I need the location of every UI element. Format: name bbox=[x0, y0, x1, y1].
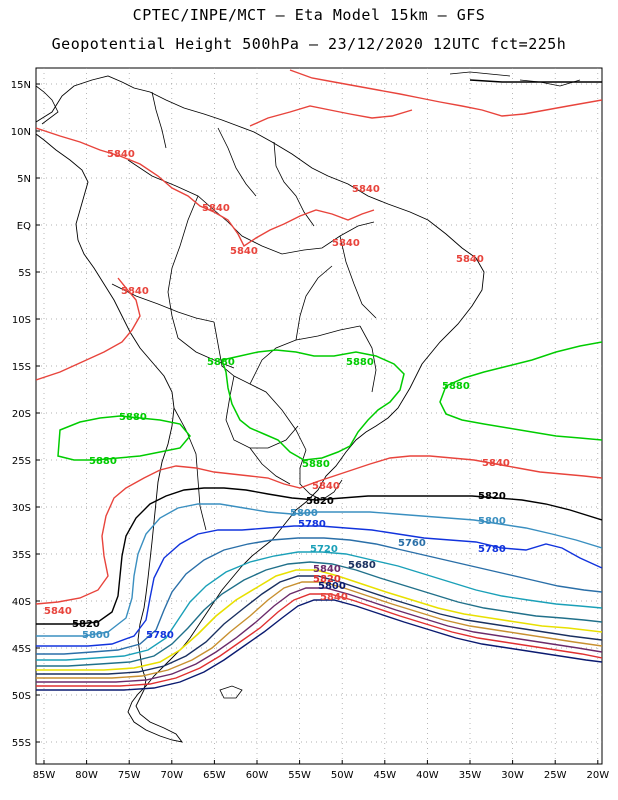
contour-label: 5800 bbox=[290, 508, 318, 519]
contour-label: 5840 bbox=[482, 458, 510, 469]
lat-tick-label: 20S bbox=[12, 409, 31, 420]
lat-tick-label: 5N bbox=[17, 174, 31, 185]
contour-label: 5820 bbox=[72, 619, 100, 630]
lat-tick-label: 25S bbox=[12, 456, 31, 467]
lon-tick-label: 45W bbox=[373, 770, 396, 781]
contour-label: 5840 bbox=[107, 149, 135, 160]
contour-label: 5880 bbox=[119, 412, 147, 423]
contour-label: 5840 bbox=[456, 254, 484, 265]
lon-tick-label: 40W bbox=[416, 770, 439, 781]
lat-tick-label: 45S bbox=[12, 644, 31, 655]
contour-label: 5680 bbox=[348, 560, 376, 571]
lon-tick-label: 35W bbox=[459, 770, 482, 781]
contour-label: 5840 bbox=[121, 286, 149, 297]
lon-tick-label: 60W bbox=[246, 770, 269, 781]
lat-tick-label: 10N bbox=[11, 127, 31, 138]
contour-5740 bbox=[36, 551, 602, 661]
contour-5680 bbox=[36, 575, 602, 675]
lon-tick-label: 25W bbox=[544, 770, 567, 781]
contour-label: 5760 bbox=[398, 538, 426, 549]
contour-label: 5800 bbox=[82, 630, 110, 641]
lon-tick-label: 80W bbox=[75, 770, 98, 781]
contour-label: 5820 bbox=[306, 496, 334, 507]
contour-5640 bbox=[36, 587, 602, 683]
contour-label: 5780 bbox=[478, 544, 506, 555]
contour-5880 bbox=[57, 341, 602, 461]
lat-tick-label: 15N bbox=[11, 80, 31, 91]
contour-label: 5840 bbox=[352, 184, 380, 195]
falkland-islands bbox=[219, 685, 243, 699]
contour-label: 5820 bbox=[478, 491, 506, 502]
lon-tick-label: 70W bbox=[160, 770, 183, 781]
lon-tick-label: 20W bbox=[586, 770, 609, 781]
contour-5700 bbox=[36, 569, 602, 671]
contour-label: 5780 bbox=[146, 630, 174, 641]
contour-labels: 5840 5840 5840 5840 5840 5840 5840 5840 … bbox=[44, 149, 510, 641]
contour-5820 bbox=[36, 487, 602, 625]
contour-label: 5880 bbox=[207, 357, 235, 368]
contour-label: 5880 bbox=[442, 381, 470, 392]
contour-label: 5800 bbox=[318, 581, 346, 592]
contour-label: 5820 bbox=[313, 574, 341, 585]
contour-5720 bbox=[36, 561, 602, 667]
lat-tick-label: EQ bbox=[17, 221, 31, 232]
longitude-labels: 85W 80W 75W 70W 65W 60W 55W 50W 45W 40W 35W 30W 25W 2… bbox=[33, 760, 609, 781]
contour-label: 5840 bbox=[332, 238, 360, 249]
latitude-labels: 15N 10N 5N EQ 5S 10S 15S 20S 25S 30S 35S 40S 45S 50S 5… bbox=[11, 80, 40, 749]
contour-label: 5800 bbox=[478, 516, 506, 527]
map-title-line2: Geopotential Height 500hPa – 23/12/2020 … bbox=[51, 35, 567, 53]
central-america-coast bbox=[36, 71, 581, 125]
lat-tick-label: 30S bbox=[12, 503, 31, 514]
contour-5800 bbox=[36, 503, 602, 637]
lat-tick-label: 10S bbox=[12, 315, 31, 326]
lon-tick-label: 30W bbox=[501, 770, 524, 781]
contour-5620 bbox=[36, 593, 602, 687]
contour-5820-north bbox=[469, 79, 602, 83]
contour-5600 bbox=[36, 599, 602, 691]
lon-tick-label: 65W bbox=[203, 770, 226, 781]
lon-tick-label: 50W bbox=[331, 770, 354, 781]
contour-label: 5840 bbox=[313, 564, 341, 575]
lon-tick-label: 85W bbox=[33, 770, 56, 781]
lon-tick-label: 55W bbox=[288, 770, 311, 781]
contour-label: 5880 bbox=[346, 357, 374, 368]
lat-tick-label: 55S bbox=[12, 738, 31, 749]
contour-5780 bbox=[36, 525, 602, 647]
contour-label: 5720 bbox=[310, 544, 338, 555]
contour-5840 bbox=[36, 69, 602, 605]
contour-label: 5780 bbox=[298, 519, 326, 530]
lat-tick-label: 50S bbox=[12, 691, 31, 702]
contour-5660 bbox=[36, 581, 602, 679]
lat-tick-label: 35S bbox=[12, 550, 31, 561]
contour-label: 5880 bbox=[302, 459, 330, 470]
lat-tick-label: 15S bbox=[12, 362, 31, 373]
contour-label: 5840 bbox=[312, 481, 340, 492]
map-title-line1: CPTEC/INPE/MCT – Eta Model 15km – GFS bbox=[132, 6, 486, 24]
contour-label: 5880 bbox=[89, 456, 117, 467]
lat-tick-label: 5S bbox=[18, 268, 31, 279]
contour-label: 5840 bbox=[202, 203, 230, 214]
contour-label: 5840 bbox=[230, 246, 258, 257]
country-borders bbox=[111, 91, 377, 531]
lon-tick-label: 75W bbox=[118, 770, 141, 781]
lat-tick-label: 40S bbox=[12, 597, 31, 608]
contour-5760 bbox=[36, 537, 602, 655]
contour-label: 5840 bbox=[44, 606, 72, 617]
contour-label: 5840 bbox=[320, 592, 348, 603]
